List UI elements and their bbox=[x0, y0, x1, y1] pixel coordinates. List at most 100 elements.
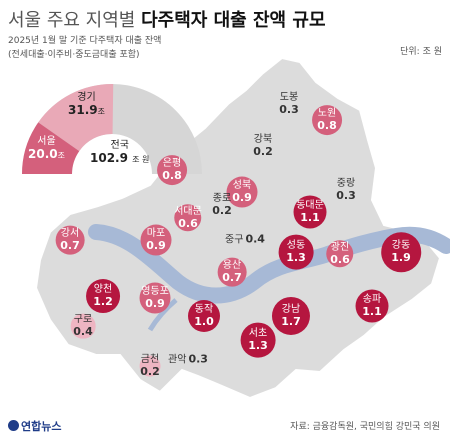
national-label: 전국 bbox=[110, 140, 129, 151]
district-bubble bbox=[139, 282, 171, 314]
district-name: 중랑 bbox=[336, 178, 356, 189]
district-label: 구로 0.4 bbox=[73, 314, 93, 338]
district-name: 관악 bbox=[168, 354, 187, 366]
district-name: 용산 bbox=[222, 260, 242, 271]
seoul-label: 서울 bbox=[37, 136, 56, 147]
national-label-block: 전국 102.9 조 원 bbox=[90, 140, 149, 166]
national-unit: 조 원 bbox=[132, 155, 150, 164]
district-value: 0.9 bbox=[146, 239, 166, 252]
district-bubble bbox=[157, 155, 187, 185]
national-value: 102.9 bbox=[90, 151, 128, 165]
district-label: 도봉 0.3 bbox=[279, 92, 299, 116]
seoul-unit: 조 bbox=[57, 151, 65, 160]
district-bubble bbox=[70, 313, 96, 339]
district-value: 0.2 bbox=[140, 365, 160, 378]
district-label: 용산 0.7 bbox=[222, 260, 242, 284]
district-label: 성북 0.9 bbox=[232, 180, 252, 204]
district-bubble bbox=[381, 232, 421, 272]
district-name: 송파 bbox=[362, 294, 382, 305]
district-name: 은평 bbox=[162, 158, 182, 169]
seoul-share-label: 서울 20.0조 bbox=[28, 136, 65, 162]
district-label: 강서 0.7 bbox=[60, 228, 80, 252]
district-value: 0.3 bbox=[336, 189, 356, 202]
district-bubble bbox=[226, 176, 258, 208]
district-bubble bbox=[271, 296, 311, 336]
district-name: 양천 bbox=[93, 284, 113, 295]
district-bubble bbox=[355, 289, 389, 323]
district-label: 서초 1.3 bbox=[248, 328, 268, 352]
seoul-outline bbox=[34, 56, 442, 400]
district-value: 0.3 bbox=[279, 103, 299, 116]
district-bubble bbox=[139, 355, 161, 377]
district-value: 1.7 bbox=[281, 315, 301, 328]
district-bubble bbox=[240, 322, 276, 358]
gyeonggi-value: 31.9 bbox=[68, 103, 98, 117]
district-value: 0.8 bbox=[317, 119, 337, 132]
district-value: 0.2 bbox=[253, 145, 273, 158]
district-name: 금천 bbox=[140, 354, 160, 365]
district-value: 1.3 bbox=[248, 339, 268, 352]
district-value: 0.8 bbox=[162, 169, 182, 182]
page-title: 서울 주요 지역별 다주택자 대출 잔액 규모 bbox=[8, 6, 326, 32]
district-name: 강북 bbox=[253, 134, 273, 145]
subtitle-line2: (전세대출·이주비·중도금대출 포함) bbox=[8, 50, 140, 60]
district-name: 중구 bbox=[225, 234, 244, 246]
district-value: 1.3 bbox=[286, 251, 306, 264]
district-name: 서초 bbox=[248, 328, 268, 339]
district-label: 강동 1.9 bbox=[391, 240, 411, 264]
district-value: 0.3 bbox=[188, 352, 208, 366]
district-label: 중구 0.4 bbox=[225, 233, 265, 247]
district-bubble bbox=[140, 224, 172, 256]
district-value: 0.9 bbox=[232, 191, 252, 204]
district-value: 0.6 bbox=[330, 253, 350, 266]
district-name: 도봉 bbox=[279, 92, 299, 103]
district-bubble bbox=[217, 257, 247, 287]
district-label: 마포 0.9 bbox=[146, 228, 166, 252]
district-name: 마포 bbox=[146, 228, 166, 239]
district-value: 0.6 bbox=[178, 217, 198, 230]
district-value: 0.4 bbox=[73, 325, 93, 338]
logo-icon bbox=[8, 420, 19, 431]
stream bbox=[147, 298, 178, 332]
district-name: 성북 bbox=[232, 180, 252, 191]
gyeonggi-unit: 조 bbox=[97, 107, 105, 116]
district-label: 동작 1.0 bbox=[194, 304, 214, 328]
district-bubble bbox=[188, 300, 220, 332]
district-label: 영등포 0.9 bbox=[141, 286, 169, 310]
district-value: 1.9 bbox=[391, 251, 411, 264]
seoul-value: 20.0 bbox=[28, 147, 58, 161]
source-note: 자료: 금융감독원, 국민의힘 강민국 의원 bbox=[290, 422, 440, 432]
district-label: 종로 0.2 bbox=[212, 193, 232, 217]
district-value: 0.2 bbox=[212, 204, 232, 217]
seoul-arc bbox=[22, 122, 80, 174]
district-bubble bbox=[55, 225, 85, 255]
subtitle: 2025년 1월 말 기준 다주택자 대출 잔액 (전세대출·이주비·중도금대출… bbox=[8, 34, 161, 62]
district-value: 1.1 bbox=[362, 305, 382, 318]
district-name: 성동 bbox=[286, 240, 306, 251]
district-value: 1.1 bbox=[300, 211, 320, 224]
district-name: 강서 bbox=[60, 228, 80, 239]
district-label: 서대문 0.6 bbox=[174, 206, 202, 230]
district-bubble bbox=[312, 105, 342, 135]
logo-text: 연합뉴스 bbox=[21, 420, 62, 433]
district-value: 1.0 bbox=[194, 315, 214, 328]
district-label: 강남 1.7 bbox=[281, 304, 301, 328]
district-label: 양천 1.2 bbox=[93, 284, 113, 308]
district-name: 동작 bbox=[194, 304, 214, 315]
share-half-donut bbox=[22, 84, 202, 174]
district-name: 강동 bbox=[391, 240, 411, 251]
district-value: 0.7 bbox=[60, 239, 80, 252]
district-value: 1.2 bbox=[93, 295, 113, 308]
district-name: 동대문 bbox=[296, 200, 324, 211]
district-name: 종로 bbox=[212, 193, 232, 204]
gyeonggi-label: 경기 bbox=[77, 92, 96, 103]
district-label: 노원 0.8 bbox=[317, 108, 337, 132]
district-name: 영등포 bbox=[141, 286, 169, 297]
district-name: 광진 bbox=[330, 242, 350, 253]
district-label: 금천 0.2 bbox=[140, 354, 160, 378]
district-label: 송파 1.1 bbox=[362, 294, 382, 318]
gyeonggi-share-label: 경기 31.9조 bbox=[68, 92, 105, 118]
district-label: 동대문 1.1 bbox=[296, 200, 324, 224]
district-value: 0.9 bbox=[145, 297, 165, 310]
